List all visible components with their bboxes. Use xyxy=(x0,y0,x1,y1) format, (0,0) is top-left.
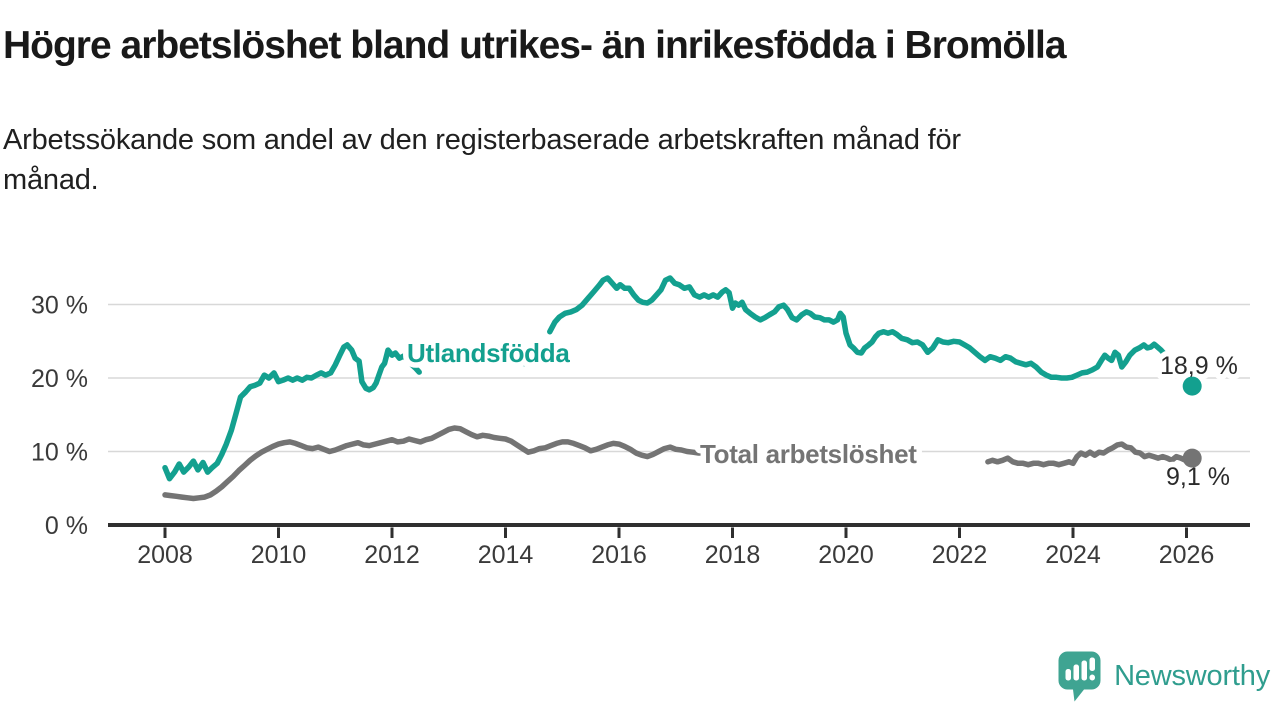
series-line-1-segment-1 xyxy=(985,441,1195,468)
x-axis-label-2014: 2014 xyxy=(478,541,534,569)
bar-3 xyxy=(1081,660,1088,681)
y-axis-label-0: 0 % xyxy=(45,512,88,540)
x-axis-label-2024: 2024 xyxy=(1045,541,1101,569)
end-dot-1 xyxy=(1182,448,1202,468)
newsworthy-logo-icon xyxy=(1058,651,1101,702)
chart-subtitle-line1: Arbetssökande som andel av den registerb… xyxy=(3,124,961,156)
end-value-label-0: 18,9 % xyxy=(1160,352,1238,380)
end-value-label-1: 9,1 % xyxy=(1166,463,1230,491)
x-axis-label-2020: 2020 xyxy=(818,541,874,569)
x-axis-label-2012: 2012 xyxy=(364,541,420,569)
exclamation-dot xyxy=(1089,674,1096,681)
exclamation-bar xyxy=(1089,657,1096,671)
series-label-1: Total arbetslöshet xyxy=(700,439,917,469)
end-dot-0 xyxy=(1182,376,1202,396)
utlandsfodda-line-peek xyxy=(514,357,534,367)
y-axis-label-10: 10 % xyxy=(31,439,88,467)
bar-1 xyxy=(1065,669,1072,681)
x-axis-label-2018: 2018 xyxy=(705,541,761,569)
y-axis-label-20: 20 % xyxy=(31,365,88,393)
x-axis-label-2016: 2016 xyxy=(591,541,647,569)
chart-subtitle-line2: månad. xyxy=(3,164,99,196)
x-axis-label-2010: 2010 xyxy=(251,541,307,569)
bar-2 xyxy=(1073,664,1080,681)
x-axis-label-2022: 2022 xyxy=(932,541,988,569)
series-line-1-segment-0 xyxy=(162,425,707,502)
newsworthy-brand: Newsworthy xyxy=(1058,651,1270,702)
newsworthy-wordmark: Newsworthy xyxy=(1114,660,1270,692)
chart-title: Högre arbetslöshet bland utrikes- än inr… xyxy=(3,24,1067,67)
y-axis-label-30: 30 % xyxy=(31,292,88,320)
series-label-0: Utlandsfödda xyxy=(407,338,570,368)
series-line-0-segment-1 xyxy=(547,275,1195,389)
series-line-0-segment-0 xyxy=(162,342,422,482)
x-axis-label-2026: 2026 xyxy=(1159,541,1215,569)
x-axis-label-2008: 2008 xyxy=(137,541,193,569)
chart-subtitle: Arbetssökande som andel av den registerb… xyxy=(3,120,1203,200)
